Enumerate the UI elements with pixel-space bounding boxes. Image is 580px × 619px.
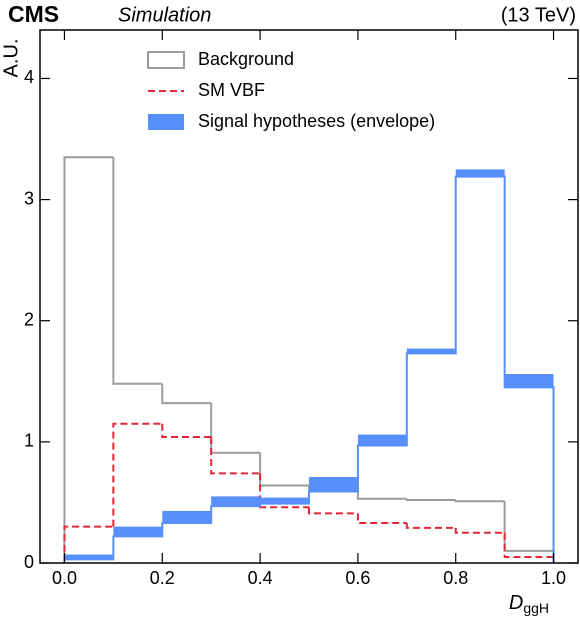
x-tick-label: 0.8 [443, 568, 468, 588]
histogram-step [356, 513, 407, 525]
envelope-band [504, 374, 554, 388]
histogram-step [210, 437, 261, 475]
legend-swatch [147, 51, 185, 69]
plot-frame [39, 29, 579, 564]
envelope-band [113, 526, 163, 537]
histogram-step [112, 422, 163, 527]
energy-label: (13 TeV) [501, 4, 576, 26]
x-tick-label: 0.6 [345, 568, 370, 588]
y-axis-label: A.U. [0, 39, 22, 78]
status-label: Simulation [118, 4, 211, 26]
histogram-step [454, 527, 505, 534]
x-tick-label: 0.2 [150, 568, 175, 588]
legend-label: Background [198, 49, 294, 69]
histogram-step [210, 403, 261, 454]
y-tick-label: 2 [24, 309, 34, 329]
histogram-step [308, 507, 358, 515]
histogram-step [356, 490, 407, 500]
envelope-outline [63, 175, 555, 563]
x-tick-label: 0.0 [52, 568, 77, 588]
x-axis-label: DggH [509, 592, 549, 615]
histogram-step [405, 498, 456, 502]
envelope-band [357, 434, 407, 446]
envelope-band [455, 169, 505, 177]
histogram-step [405, 523, 456, 529]
histogram-step [503, 532, 555, 563]
legend: Background SM VBF Signal hypotheses (envel… [147, 49, 435, 131]
histogram-step [259, 473, 309, 509]
envelope-band [64, 554, 114, 560]
envelope-band [260, 497, 309, 504]
histogram-step [503, 501, 555, 563]
x-tick-label: 1.0 [541, 568, 566, 588]
histogram-step [259, 452, 309, 487]
histogram-step [63, 156, 114, 563]
x-label-symbol: D [509, 592, 523, 614]
histogram-step [161, 423, 212, 439]
experiment-label: CMS [8, 1, 59, 27]
x-label-subscript: ggH [523, 600, 549, 616]
y-tick-label: 1 [24, 431, 34, 451]
legend-label: Signal hypotheses (envelope) [198, 111, 435, 131]
y-tick-label: 0 [24, 552, 34, 572]
histogram-step [112, 157, 163, 385]
legend-swatch [148, 114, 184, 130]
histogram-step [161, 383, 212, 405]
y-tick-label: 3 [24, 188, 34, 208]
envelope-band [406, 348, 456, 354]
y-tick-label: 4 [24, 67, 34, 87]
legend-label: SM VBF [198, 80, 265, 100]
envelope-band [309, 476, 358, 492]
x-tick-label: 0.4 [248, 568, 273, 588]
histogram-step [63, 525, 114, 563]
envelope-band [162, 510, 212, 524]
envelope-band [211, 496, 261, 507]
histogram-step [454, 500, 505, 503]
